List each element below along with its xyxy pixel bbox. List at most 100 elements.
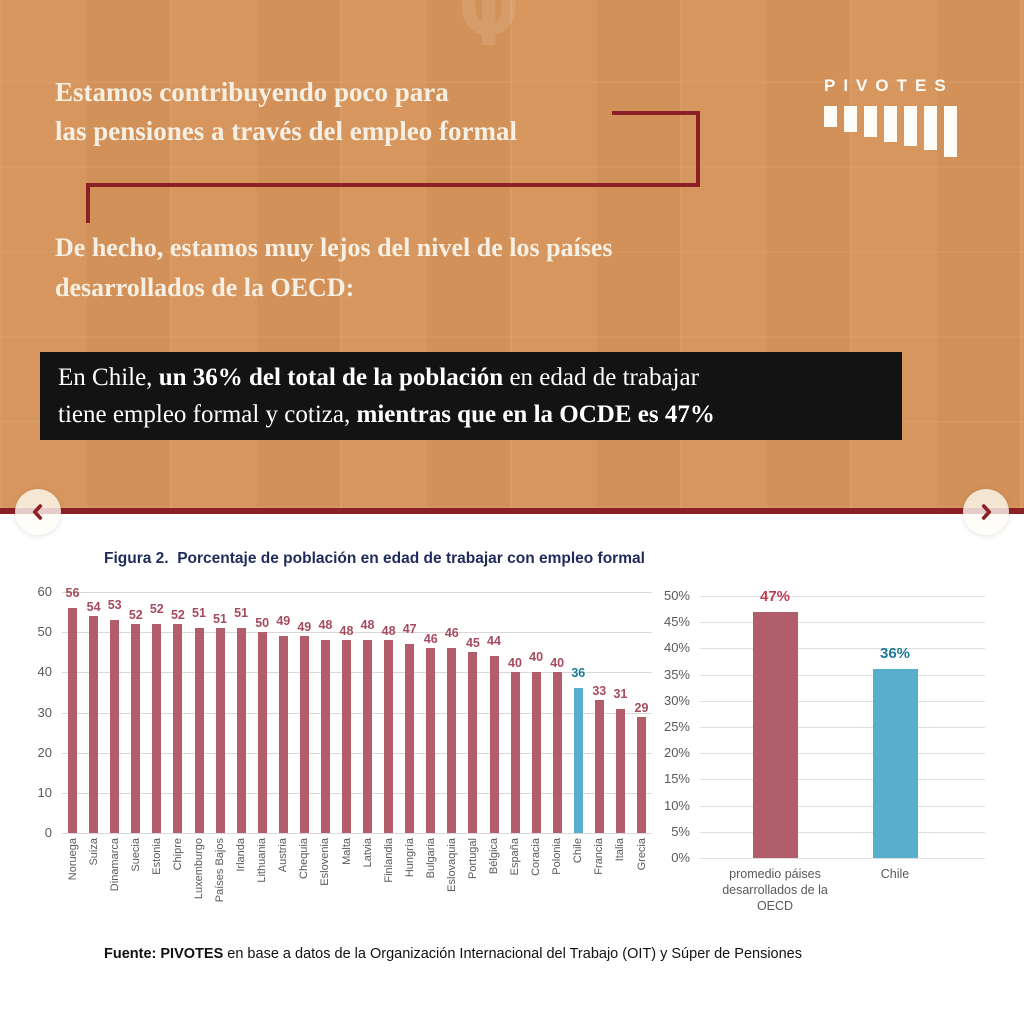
- source-note-text: en base a datos de la Organización Inter…: [223, 946, 802, 962]
- chart1-category-label-Austria: Austria: [277, 838, 290, 873]
- chart1-category-label-Bélgica: Bélgica: [488, 838, 500, 875]
- chart1-category-label-Chile: Chile: [572, 838, 585, 864]
- chart1-gridline-10: [62, 792, 652, 794]
- chart1-category-label-Noruega: Noruega: [66, 838, 79, 881]
- chart1-ytick-50: 50: [37, 624, 52, 640]
- chart1-category-label-Luxemburgo: Luxemburgo: [193, 838, 205, 900]
- chart1-bar-Suecia: [131, 624, 141, 833]
- chart1-value-label-Malta: 48: [339, 624, 354, 639]
- chart1-bar-Finlandia: [384, 640, 394, 833]
- figure-title: Figura 2. Porcentaje de población en eda…: [104, 550, 645, 567]
- chart1-ytick-60: 60: [37, 584, 52, 599]
- highlight-text: tiene empleo formal y cotiza,: [58, 401, 357, 428]
- chart1-value-label-Chequia: 49: [297, 620, 312, 635]
- chart2-ytick-25: 25%: [663, 719, 690, 734]
- chart1-gridline-50: [62, 632, 652, 634]
- chart1-category-label-Suecia: Suecia: [129, 838, 142, 872]
- chart1-category-label-Italia: Italia: [614, 838, 627, 862]
- chart2-ytick-50: 50%: [663, 588, 690, 603]
- chart1-bar-Países Bajos: [215, 628, 225, 833]
- chart2-ytick-30: 30%: [663, 692, 690, 708]
- chart1-value-label-Suecia: 52: [128, 608, 143, 623]
- logo-bar-4: [884, 106, 897, 142]
- chart2-ytick-40: 40%: [663, 640, 690, 656]
- chart2-gridline-40: [700, 648, 985, 650]
- source-note-bold: Fuente: PIVOTES: [104, 946, 224, 962]
- chart1-bar-Chipre: [173, 624, 183, 833]
- oecd-vs-chile-bar-chart: 0% 5% 10% 15% 20% 25% 30% 35% 40% 45% 50% 47% promed…: [650, 584, 995, 956]
- logo-bar-7: [944, 106, 957, 157]
- chart1-category-label-España: España: [509, 838, 521, 876]
- chart1-category-label-Eslovenia: Eslovenia: [319, 838, 332, 886]
- chart1-gridline-20: [62, 752, 652, 754]
- chart1-ytick-20: 20: [37, 744, 52, 760]
- chart1-category-label-Estonia: Estonia: [150, 838, 163, 875]
- psi-watermark-icon: Ψ: [458, 0, 520, 62]
- hero-subtitle: De hecho, estamos muy lejos del nivel de…: [55, 228, 613, 308]
- chart1-bar-Latvia: [363, 640, 372, 833]
- chart1-category-label-Dinamarca: Dinamarca: [108, 838, 121, 892]
- page-title: Estamos contribuyendo poco para las pens…: [55, 73, 517, 151]
- hero-subtitle-line2: desarrollados de la OECD:: [55, 273, 355, 302]
- logo-bar-3: [864, 106, 877, 137]
- chart1-bar-Bélgica: [489, 656, 499, 833]
- chart2-gridline-0: [700, 858, 985, 859]
- chart1-value-label-Dinamarca: 53: [107, 598, 122, 613]
- chevron-right-icon: [981, 504, 992, 520]
- chart1-value-label-España: 40: [508, 656, 522, 671]
- chart1-gridline-0: [62, 833, 652, 834]
- chart1-bar-Suiza: [89, 616, 99, 833]
- chart1-bar-Irlanda: [236, 628, 246, 833]
- chart2-ytick-20: 20%: [663, 745, 690, 761]
- chart1-gridline-60: [62, 592, 652, 593]
- highlight-text-bold: mientras que en la OCDE es 47%: [356, 401, 715, 428]
- chart2-ytick-0: 0%: [671, 850, 690, 865]
- chart1-category-label-Suiza: Suiza: [87, 838, 100, 866]
- chart1-bar-Eslovenia: [320, 640, 330, 833]
- chart1-bar-Noruega: [68, 608, 77, 833]
- chart2-bar-chile: [872, 669, 918, 858]
- chart2-ytick-10: 10%: [663, 797, 690, 813]
- chart1-value-label-Países Bajos: 51: [213, 612, 227, 627]
- chart1-bar-Austria: [278, 636, 288, 833]
- chart1-bar-Dinamarca: [110, 620, 120, 833]
- chart2-value-label-chile: 36%: [879, 645, 911, 663]
- chart1-value-label-Coracia: 40: [529, 650, 544, 665]
- chart1-bar-Eslovaquia: [447, 648, 457, 833]
- carousel-next-button[interactable]: [963, 489, 1009, 535]
- chart2-gridline-50: [700, 596, 985, 597]
- chart1-bar-Portugal: [468, 652, 478, 834]
- pivotes-logo-bars-icon: [824, 106, 972, 157]
- hero-section: Ψ Estamos contribuyendo poco para las pe…: [0, 0, 1024, 514]
- chart1-category-label-Portugal: Portugal: [466, 838, 479, 879]
- chart1-category-label-Países Bajos: Países Bajos: [214, 838, 226, 903]
- chart1-category-label-Eslovaquia: Eslovaquia: [445, 838, 458, 892]
- chart1-bar-Lithuania: [257, 632, 267, 833]
- chart1-category-label-Finlandia: Finlandia: [382, 838, 395, 883]
- country-bar-chart: 0 10 20 30 40 50 60 56 Noruega 54 Suiza 53 Dinamarca…: [20, 584, 670, 956]
- chart1-value-label-Finlandia: 48: [381, 624, 396, 639]
- chart1-category-label-Malta: Malta: [340, 838, 353, 865]
- chart1-value-label-Eslovenia: 48: [318, 618, 333, 633]
- chart1-ytick-40: 40: [37, 664, 52, 680]
- chart1-value-label-Chipre: 52: [170, 608, 185, 623]
- chart2-ytick-45: 45%: [663, 614, 690, 630]
- page-title-line2: las pensiones a través del empleo formal: [55, 116, 517, 146]
- chart1-bar-Francia: [594, 700, 604, 833]
- chart1-value-label-Polonia: 40: [550, 656, 565, 671]
- pivotes-logo-text: PIVOTES: [824, 76, 954, 95]
- chart2-gridline-30: [700, 700, 985, 702]
- chart2-ytick-15: 15%: [663, 771, 690, 787]
- chart2-gridline-5: [700, 831, 985, 833]
- chart1-bar-España: [510, 672, 520, 833]
- chart1-value-label-Francia: 33: [592, 684, 607, 699]
- carousel-prev-button[interactable]: [15, 489, 61, 535]
- chart1-category-label-Coracia: Coracia: [530, 838, 543, 876]
- chart1-value-label-Eslovaquia: 46: [444, 626, 459, 641]
- highlight-text: En Chile,: [58, 364, 159, 391]
- chart1-category-label-Polonia: Polonia: [551, 838, 564, 875]
- chart1-value-label-Portugal: 45: [465, 636, 480, 651]
- chart1-value-label-Luxemburgo: 51: [192, 606, 206, 621]
- chart1-value-label-Hungría: 47: [402, 622, 417, 637]
